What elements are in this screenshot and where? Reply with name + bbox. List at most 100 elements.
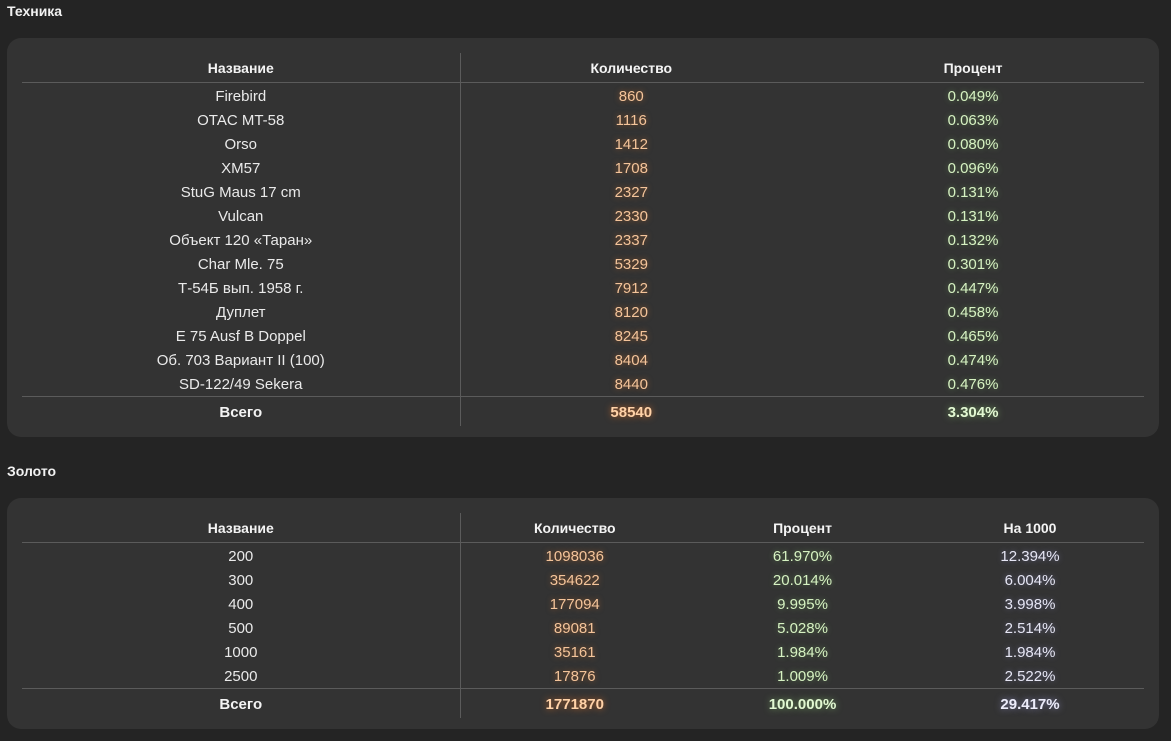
gold-cell-per: 2.514%: [1004, 619, 1056, 637]
tech-cell-name: OTAC MT-58: [22, 108, 461, 132]
tech-cell-name: XM57: [22, 156, 461, 180]
tech-cell-pct: 0.447%: [947, 279, 999, 297]
gold-cell-per: 1.984%: [1004, 643, 1056, 661]
tech-cell-qty: 2327: [614, 183, 648, 201]
gold-cell-name: 200: [22, 542, 461, 568]
tech-cell-qty: 5329: [614, 255, 648, 273]
gold-header-pct: Процент: [689, 513, 916, 543]
gold-cell-per: 3.998%: [1004, 595, 1056, 613]
gold-cell-per: 12.394%: [1000, 547, 1060, 565]
tech-table-row: XM57 1708 0.096%: [22, 156, 1144, 180]
tech-table-row: Т-54Б вып. 1958 г. 7912 0.447%: [22, 276, 1144, 300]
tech-cell-pct: 0.301%: [947, 255, 999, 273]
tech-table-row: SD-122/49 Sekera 8440 0.476%: [22, 372, 1144, 397]
gold-cell-name: 400: [22, 592, 461, 616]
gold-cell-qty: 354622: [549, 571, 600, 589]
tech-total-row: Всего 58540 3.304%: [22, 396, 1144, 426]
gold-table-row: 200 1098036 61.970% 12.394%: [22, 542, 1144, 568]
tech-table-row: Дуплет 8120 0.458%: [22, 300, 1144, 324]
tech-header-name: Название: [22, 53, 461, 83]
gold-cell-pct: 100.000%: [689, 688, 916, 718]
gold-header-row: Название Количество Процент На 1000: [22, 513, 1144, 543]
tech-cell-name: Char Mle. 75: [22, 252, 461, 276]
gold-table-row: 500 89081 5.028% 2.514%: [22, 616, 1144, 640]
tech-cell-name: Orso: [22, 132, 461, 156]
gold-cell-name: 1000: [22, 640, 461, 664]
gold-cell-qty: 17876: [553, 667, 596, 685]
tech-header-row: Название Количество Процент: [22, 53, 1144, 83]
gold-cell-per: 6.004%: [1004, 571, 1056, 589]
tech-cell-name: Об. 703 Вариант II (100): [22, 348, 461, 372]
tech-cell-qty: 58540: [460, 396, 802, 426]
tech-cell-qty: 8440: [614, 375, 648, 393]
gold-header-name: Название: [22, 513, 461, 543]
tech-cell-qty: 8245: [614, 327, 648, 345]
tech-table-row: Vulcan 2330 0.131%: [22, 204, 1144, 228]
gold-total-row: Всего 1771870 100.000% 29.417%: [22, 688, 1144, 718]
gold-cell-name: 500: [22, 616, 461, 640]
tech-cell-pct: 0.474%: [947, 351, 999, 369]
tech-cell-name: SD-122/49 Sekera: [22, 372, 461, 397]
section-title-tech: Техника: [7, 3, 63, 19]
gold-table: Название Количество Процент На 1000 200 1…: [22, 513, 1144, 718]
gold-card: Название Количество Процент На 1000 200 1…: [7, 498, 1159, 729]
tech-cell-pct: 0.465%: [947, 327, 999, 345]
gold-cell-qty: 89081: [553, 619, 596, 637]
gold-cell-pct: 20.014%: [772, 571, 833, 589]
gold-header-per: На 1000: [916, 513, 1144, 543]
tech-card: Название Количество Процент Firebird 860 0…: [7, 38, 1159, 437]
tech-cell-name: Объект 120 «Таран»: [22, 228, 461, 252]
tech-cell-qty: 1708: [614, 159, 648, 177]
tech-table: Название Количество Процент Firebird 860 0…: [22, 53, 1144, 426]
gold-cell-name: 2500: [22, 664, 461, 689]
gold-cell-qty: 35161: [553, 643, 596, 661]
tech-header-qty: Количество: [460, 53, 802, 83]
tech-cell-qty: 2330: [614, 207, 648, 225]
tech-cell-pct: 0.049%: [947, 87, 999, 105]
gold-table-row: 1000 35161 1.984% 1.984%: [22, 640, 1144, 664]
tech-cell-pct: 0.131%: [947, 183, 999, 201]
tech-table-row: Char Mle. 75 5329 0.301%: [22, 252, 1144, 276]
tech-header-pct: Процент: [802, 53, 1144, 83]
gold-cell-pct: 1.009%: [777, 667, 828, 685]
tech-table-row: Объект 120 «Таран» 2337 0.132%: [22, 228, 1144, 252]
tech-table-row: Об. 703 Вариант II (100) 8404 0.474%: [22, 348, 1144, 372]
gold-cell-name: Всего: [22, 688, 461, 718]
gold-cell-per: 2.522%: [1004, 667, 1056, 685]
tech-table-row: Orso 1412 0.080%: [22, 132, 1144, 156]
gold-cell-per: 29.417%: [916, 688, 1144, 718]
tech-cell-name: StuG Maus 17 cm: [22, 180, 461, 204]
tech-cell-pct: 0.132%: [947, 231, 999, 249]
gold-table-row: 400 177094 9.995% 3.998%: [22, 592, 1144, 616]
tech-cell-name: Всего: [22, 396, 461, 426]
tech-cell-qty: 1412: [614, 135, 648, 153]
tech-cell-qty: 8120: [614, 303, 648, 321]
gold-cell-name: 300: [22, 568, 461, 592]
tech-cell-name: E 75 Ausf B Doppel: [22, 324, 461, 348]
tech-cell-name: Firebird: [22, 82, 461, 108]
tech-cell-name: Дуплет: [22, 300, 461, 324]
gold-header-qty: Количество: [460, 513, 689, 543]
section-title-gold: Золото: [7, 463, 57, 479]
gold-cell-pct: 61.970%: [772, 547, 833, 565]
gold-cell-pct: 9.995%: [777, 595, 828, 613]
tech-table-row: Firebird 860 0.049%: [22, 82, 1144, 108]
tech-cell-qty: 1116: [615, 111, 647, 129]
tech-cell-pct: 0.080%: [947, 135, 999, 153]
gold-table-row: 300 354622 20.014% 6.004%: [22, 568, 1144, 592]
tech-cell-qty: 7912: [614, 279, 648, 297]
tech-cell-pct: 0.063%: [947, 111, 999, 129]
gold-cell-pct: 1.984%: [777, 643, 828, 661]
tech-cell-pct: 0.096%: [947, 159, 999, 177]
tech-cell-pct: 0.458%: [947, 303, 999, 321]
gold-cell-pct: 5.028%: [777, 619, 828, 637]
tech-cell-name: Т-54Б вып. 1958 г.: [22, 276, 461, 300]
tech-cell-pct: 3.304%: [802, 396, 1144, 426]
gold-cell-qty: 1098036: [545, 547, 604, 565]
tech-table-row: E 75 Ausf B Doppel 8245 0.465%: [22, 324, 1144, 348]
tech-cell-qty: 2337: [614, 231, 648, 249]
tech-cell-pct: 0.131%: [947, 207, 999, 225]
tech-table-row: OTAC MT-58 1116 0.063%: [22, 108, 1144, 132]
tech-cell-name: Vulcan: [22, 204, 461, 228]
tech-cell-pct: 0.476%: [947, 375, 999, 393]
